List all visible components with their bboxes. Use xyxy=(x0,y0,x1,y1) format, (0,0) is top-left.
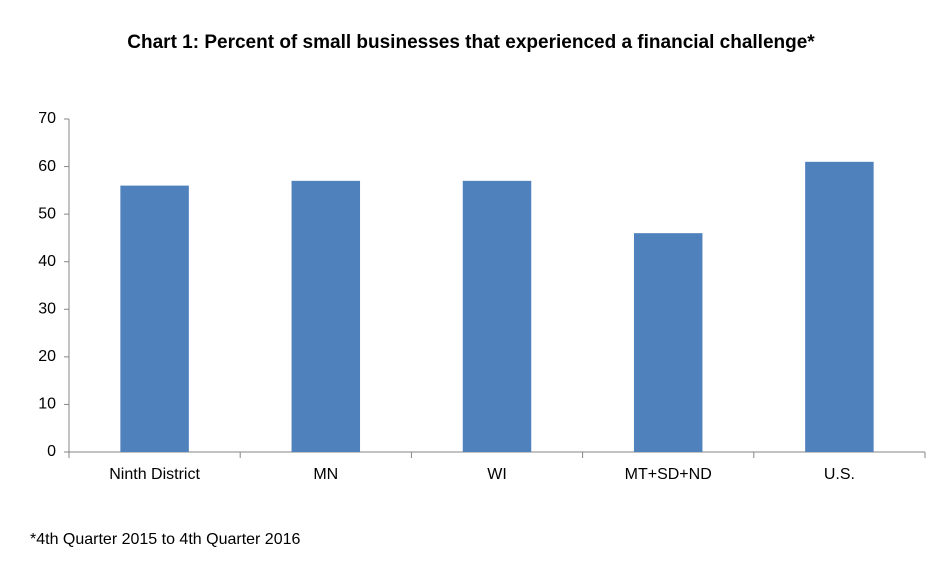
bar xyxy=(633,233,703,452)
y-tick-label: 0 xyxy=(47,443,56,460)
bar xyxy=(462,180,532,453)
x-tick-label: MN xyxy=(313,466,338,483)
x-tick-label: U.S. xyxy=(824,466,855,483)
y-tick-label: 10 xyxy=(38,396,56,413)
y-tick-label: 30 xyxy=(38,301,56,318)
bar xyxy=(291,180,361,453)
y-tick-label: 60 xyxy=(38,158,56,175)
footnote: *4th Quarter 2015 to 4th Quarter 2016 xyxy=(30,531,301,548)
x-tick-label: Ninth District xyxy=(109,466,200,483)
bar xyxy=(120,185,189,452)
x-tick-label: MT+SD+ND xyxy=(625,466,712,483)
y-tick-label: 70 xyxy=(38,110,56,127)
y-tick-label: 50 xyxy=(38,205,56,222)
y-tick-label: 40 xyxy=(38,253,56,270)
x-tick-label: WI xyxy=(487,466,507,483)
bar xyxy=(805,161,874,453)
y-tick-label: 20 xyxy=(38,348,56,365)
chart-title: Chart 1: Percent of small businesses tha… xyxy=(127,32,815,53)
